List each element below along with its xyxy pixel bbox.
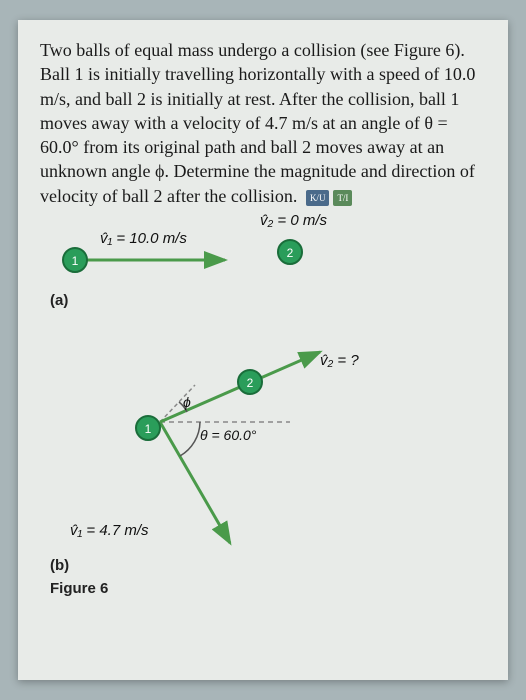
- problem-text-content: Two balls of equal mass undergo a collis…: [40, 40, 475, 206]
- phi-label: ϕ: [183, 394, 191, 410]
- theta-arc: [180, 422, 200, 456]
- tag-ku: K/U: [306, 190, 330, 206]
- problem-statement: Two balls of equal mass undergo a collis…: [40, 38, 486, 208]
- figure-svg: 1 2 1 2: [40, 222, 500, 602]
- ball2-b-num: 2: [247, 376, 254, 390]
- figure-caption: Figure 6: [50, 580, 108, 597]
- problem-tags: K/U T/I: [306, 190, 353, 206]
- tag-ti: T/I: [333, 190, 352, 206]
- theta-label: θ = 60.0°: [200, 427, 256, 443]
- part-b-label: (b): [50, 557, 69, 574]
- v2-final-label: v̂₂ = ?: [320, 352, 359, 369]
- page: Two balls of equal mass undergo a collis…: [18, 20, 508, 680]
- part-a-label: (a): [50, 292, 68, 309]
- ball1-a-num: 1: [72, 254, 79, 268]
- figure-area: v̂₁ = 10.0 m/s v̂₂ = 0 m/s 1 2: [40, 222, 486, 602]
- ball1-b-num: 1: [145, 422, 152, 436]
- v1-final-label: v̂₁ = 4.7 m/s: [70, 522, 149, 539]
- ball2-a-num: 2: [287, 246, 294, 260]
